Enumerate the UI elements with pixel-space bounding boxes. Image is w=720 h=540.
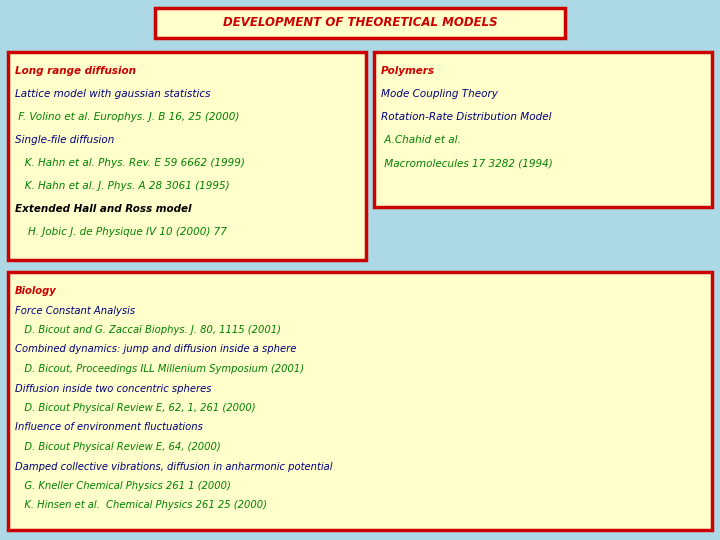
Text: DEVELOPMENT OF THEORETICAL MODELS: DEVELOPMENT OF THEORETICAL MODELS	[222, 17, 498, 30]
Text: Combined dynamics: jump and diffusion inside a sphere: Combined dynamics: jump and diffusion in…	[15, 345, 297, 354]
Text: Macromolecules 17 3282 (1994): Macromolecules 17 3282 (1994)	[381, 158, 553, 168]
Text: Polymers: Polymers	[381, 66, 435, 76]
Text: D. Bicout, Proceedings ILL Millenium Symposium (2001): D. Bicout, Proceedings ILL Millenium Sym…	[15, 364, 304, 374]
Text: F. Volino et al. Europhys. J. B 16, 25 (2000): F. Volino et al. Europhys. J. B 16, 25 (…	[15, 112, 239, 122]
Text: Damped collective vibrations, diffusion in anharmonic potential: Damped collective vibrations, diffusion …	[15, 462, 333, 471]
FancyBboxPatch shape	[155, 8, 565, 38]
FancyBboxPatch shape	[374, 52, 712, 207]
Text: D. Bicout and G. Zaccaï Biophys. J. 80, 1115 (2001): D. Bicout and G. Zaccaï Biophys. J. 80, …	[15, 325, 281, 335]
Text: Diffusion inside two concentric spheres: Diffusion inside two concentric spheres	[15, 383, 212, 394]
Text: Influence of environment fluctuations: Influence of environment fluctuations	[15, 422, 203, 433]
Text: D. Bicout Physical Review E, 64, (2000): D. Bicout Physical Review E, 64, (2000)	[15, 442, 221, 452]
Text: Rotation-Rate Distribution Model: Rotation-Rate Distribution Model	[381, 112, 552, 122]
Text: Mode Coupling Theory: Mode Coupling Theory	[381, 89, 498, 99]
FancyBboxPatch shape	[8, 52, 366, 260]
Text: Lattice model with gaussian statistics: Lattice model with gaussian statistics	[15, 89, 210, 99]
Text: A.Chahid et al.: A.Chahid et al.	[381, 135, 461, 145]
Text: Extended Hall and Ross model: Extended Hall and Ross model	[15, 204, 192, 214]
FancyBboxPatch shape	[8, 272, 712, 530]
Text: Biology: Biology	[15, 286, 57, 296]
Text: K. Hinsen et al.  Chemical Physics 261 25 (2000): K. Hinsen et al. Chemical Physics 261 25…	[15, 501, 267, 510]
Text: K. Hahn et al. J. Phys. A 28 3061 (1995): K. Hahn et al. J. Phys. A 28 3061 (1995)	[15, 181, 230, 191]
Text: H. Jobic J. de Physique IV 10 (2000) 77: H. Jobic J. de Physique IV 10 (2000) 77	[15, 227, 227, 237]
Text: D. Bicout Physical Review E, 62, 1, 261 (2000): D. Bicout Physical Review E, 62, 1, 261 …	[15, 403, 256, 413]
Text: K. Hahn et al. Phys. Rev. E 59 6662 (1999): K. Hahn et al. Phys. Rev. E 59 6662 (199…	[15, 158, 245, 168]
Text: Single-file diffusion: Single-file diffusion	[15, 135, 114, 145]
Text: Force Constant Analysis: Force Constant Analysis	[15, 306, 135, 315]
Text: G. Kneller Chemical Physics 261 1 (2000): G. Kneller Chemical Physics 261 1 (2000)	[15, 481, 231, 491]
Text: Long range diffusion: Long range diffusion	[15, 66, 136, 76]
